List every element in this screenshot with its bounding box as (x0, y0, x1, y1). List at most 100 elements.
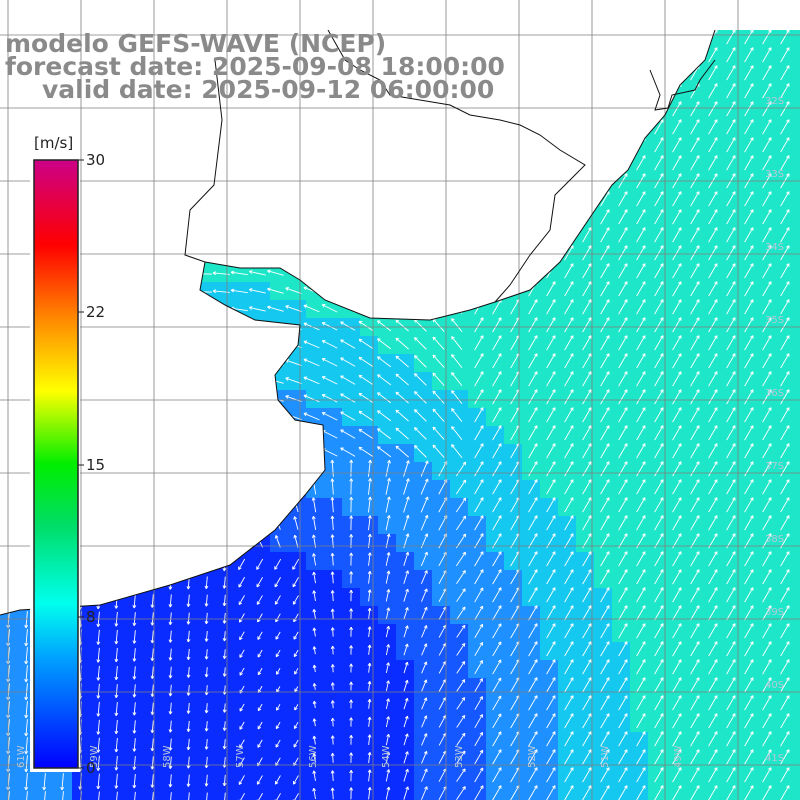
wind-cell (684, 462, 702, 480)
wind-cell (684, 120, 702, 138)
wind-cell (594, 300, 612, 318)
wind-cell (792, 48, 800, 66)
wind-cell (270, 786, 288, 800)
wind-cell (594, 606, 612, 624)
wind-cell (414, 336, 432, 354)
wind-cell (612, 390, 630, 408)
wind-cell (432, 678, 450, 696)
wind-cell (648, 408, 666, 426)
wind-cell (774, 390, 792, 408)
wind-cell (648, 174, 666, 192)
colorbar-gradient (33, 159, 79, 769)
wind-cell (522, 354, 540, 372)
wind-cell (774, 642, 792, 660)
wind-cell (666, 552, 684, 570)
wind-cell (630, 462, 648, 480)
wind-cell (432, 516, 450, 534)
wind-cell (468, 678, 486, 696)
wind-cell (234, 714, 252, 732)
wind-cell (648, 336, 666, 354)
wind-cell (720, 174, 738, 192)
wind-cell (504, 444, 522, 462)
wind-cell (522, 534, 540, 552)
wind-cell (558, 426, 576, 444)
wind-cell (468, 660, 486, 678)
wind-cell (612, 210, 630, 228)
wind-cell (774, 192, 792, 210)
wind-cell (432, 714, 450, 732)
wind-cell (288, 768, 306, 786)
wind-cell (630, 246, 648, 264)
wind-cell (324, 354, 342, 372)
wind-cell (684, 210, 702, 228)
wind-cell (486, 606, 504, 624)
wind-cell (270, 714, 288, 732)
wind-cell (756, 120, 774, 138)
wind-cell (738, 516, 756, 534)
wind-cell (666, 372, 684, 390)
wind-cell (612, 552, 630, 570)
wind-cell (270, 696, 288, 714)
wind-cell (468, 372, 486, 390)
wind-cell (558, 480, 576, 498)
wind-cell (468, 552, 486, 570)
wind-cell (666, 426, 684, 444)
wind-cell (792, 84, 800, 102)
wind-cell (792, 624, 800, 642)
wind-cell (792, 210, 800, 228)
wind-cell (216, 264, 234, 282)
wind-cell (720, 192, 738, 210)
wind-cell (396, 786, 414, 800)
wind-cell (702, 606, 720, 624)
lat-label: 36S (765, 388, 784, 399)
wind-cell (414, 426, 432, 444)
wind-cell (504, 480, 522, 498)
wind-cell (522, 408, 540, 426)
wind-cell (738, 462, 756, 480)
wind-cell (702, 624, 720, 642)
wind-cell (684, 246, 702, 264)
wind-cell (612, 282, 630, 300)
wind-cell (378, 444, 396, 462)
wind-cell (504, 426, 522, 444)
wind-cell (684, 516, 702, 534)
wind-cell (792, 264, 800, 282)
wind-cell (630, 516, 648, 534)
wind-cell (540, 534, 558, 552)
wind-cell (486, 660, 504, 678)
wind-cell (594, 588, 612, 606)
wind-cell (792, 642, 800, 660)
wind-cell (522, 516, 540, 534)
wind-cell (792, 588, 800, 606)
wind-cell (252, 552, 270, 570)
wind-cell (648, 570, 666, 588)
wind-cell (792, 192, 800, 210)
wind-cell (540, 606, 558, 624)
wind-cell (414, 444, 432, 462)
wind-cell (738, 102, 756, 120)
wind-cell (234, 678, 252, 696)
wind-cell (792, 282, 800, 300)
lon-label: 52W (527, 745, 538, 768)
wind-cell (774, 66, 792, 84)
wind-cell (792, 120, 800, 138)
wind-cell (594, 570, 612, 588)
wind-cell (720, 120, 738, 138)
wind-cell (558, 444, 576, 462)
wind-cell (666, 354, 684, 372)
wind-cell (504, 372, 522, 390)
wind-cell (738, 84, 756, 102)
wind-cell (756, 66, 774, 84)
wind-cell (270, 768, 288, 786)
wind-cell (774, 624, 792, 642)
wind-cell (594, 210, 612, 228)
wind-cell (288, 678, 306, 696)
wind-cell (576, 462, 594, 480)
wind-cell (738, 48, 756, 66)
wind-cell (756, 372, 774, 390)
wind-cell (612, 570, 630, 588)
wind-cell (252, 624, 270, 642)
wind-cell (522, 552, 540, 570)
wind-cell (378, 354, 396, 372)
wind-cell (612, 408, 630, 426)
